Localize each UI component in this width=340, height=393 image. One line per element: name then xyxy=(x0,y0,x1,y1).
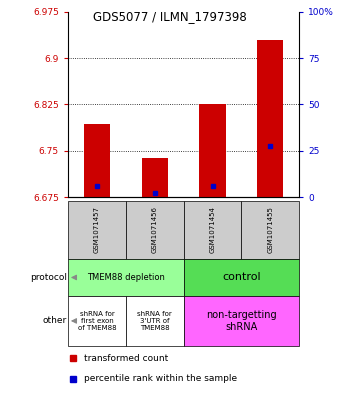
Bar xyxy=(184,201,241,259)
Text: shRNA for
first exon
of TMEM88: shRNA for first exon of TMEM88 xyxy=(78,311,116,331)
Bar xyxy=(68,296,126,346)
Text: GSM1071455: GSM1071455 xyxy=(267,206,273,253)
Text: transformed count: transformed count xyxy=(84,354,168,363)
Text: GSM1071457: GSM1071457 xyxy=(94,206,100,253)
Bar xyxy=(68,259,184,296)
Bar xyxy=(184,259,299,296)
Text: non-targetting
shRNA: non-targetting shRNA xyxy=(206,310,277,332)
Text: other: other xyxy=(42,316,67,325)
Bar xyxy=(126,201,184,259)
Text: shRNA for
3'UTR of
TMEM88: shRNA for 3'UTR of TMEM88 xyxy=(137,311,172,331)
Text: GSM1071454: GSM1071454 xyxy=(209,206,216,253)
Bar xyxy=(68,201,126,259)
Bar xyxy=(241,201,299,259)
Bar xyxy=(184,296,299,346)
Bar xyxy=(257,40,283,197)
Text: GDS5077 / ILMN_1797398: GDS5077 / ILMN_1797398 xyxy=(93,10,247,23)
Text: percentile rank within the sample: percentile rank within the sample xyxy=(84,374,237,383)
Text: GSM1071456: GSM1071456 xyxy=(152,206,158,253)
Bar xyxy=(142,158,168,197)
Bar xyxy=(84,124,110,197)
Text: control: control xyxy=(222,272,261,283)
Text: protocol: protocol xyxy=(30,273,67,282)
Text: TMEM88 depletion: TMEM88 depletion xyxy=(87,273,165,282)
Bar xyxy=(126,296,184,346)
Bar xyxy=(200,105,225,197)
